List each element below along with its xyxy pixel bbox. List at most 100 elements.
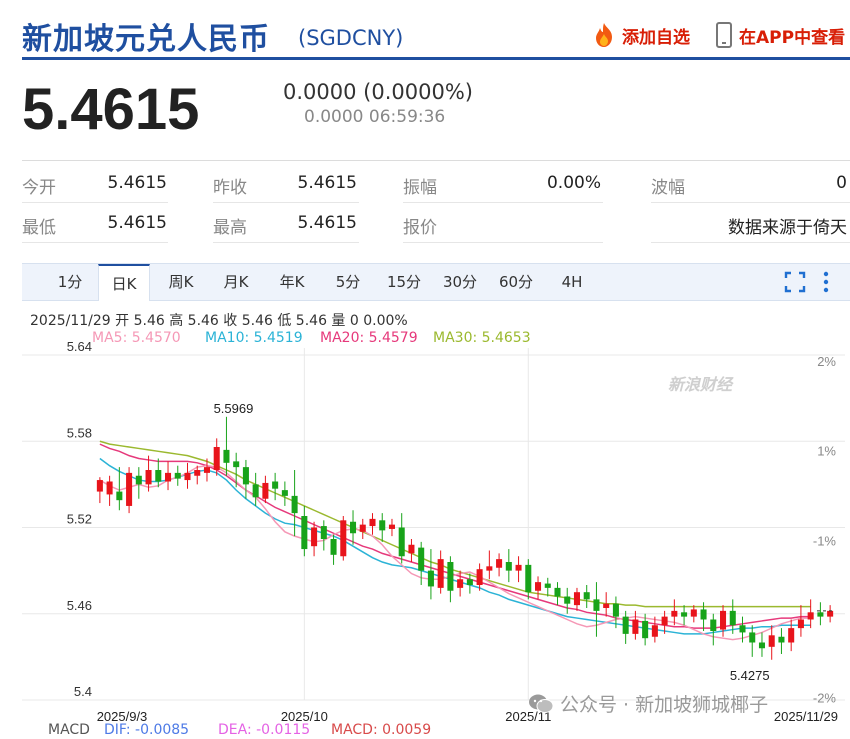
candle-body [720,610,727,630]
candle-body [135,475,142,485]
candle-body [106,481,113,495]
candle-body [398,527,405,557]
candle-body [593,599,600,611]
candle-body [174,472,181,479]
tab-15min[interactable]: 15分 [386,273,422,291]
high-annotation: 5.5969 [214,401,254,416]
tab-monthly[interactable]: 月K [223,273,249,291]
candle-body [466,579,473,585]
candle-body [768,635,775,647]
y-tick-label: 5.4 [74,684,92,699]
ma10-line [99,457,811,635]
candle-body [788,628,795,643]
candle-body [165,472,172,482]
macd-value: MACD: 0.0059 [331,722,432,738]
candle-body [301,516,308,550]
candle-body [320,526,327,539]
tab-5min[interactable]: 5分 [335,273,361,291]
y-right-tick-label: -1% [813,533,837,548]
candle-body [155,470,162,482]
tab-yearly[interactable]: 年K [279,273,305,291]
candle-body [291,495,298,514]
low-label: 最低 [22,218,56,238]
y-tick-label: 5.58 [67,425,92,440]
y-tick-label: 5.52 [67,512,92,527]
candle-body [661,616,668,626]
candle-body [418,547,425,571]
candle-body [535,582,542,591]
candle-body [496,559,503,568]
tab-60min[interactable]: 60分 [498,273,534,291]
ma10-legend: MA10: 5.4519 [205,330,303,346]
candle-body [827,610,834,617]
tab-30min[interactable]: 30分 [442,273,478,291]
candlestick-chart[interactable]: 5.64 5.58 5.52 5.46 5.4 2% 1% -1% -2% 2025/9/3 202… [0,340,850,722]
page-header: 新加坡元兑人民币 (SGDCNY) 添加自选 在APP中查看 [22,8,850,58]
candle-body [388,524,395,529]
candle-body [612,603,619,617]
symbol-code: (SGDCNY) [298,26,404,50]
candle-body [807,612,814,620]
candle-body [242,467,249,485]
open-in-app-button[interactable]: 在APP中查看 [715,22,845,48]
candle-body [252,484,259,498]
candle-body [116,491,123,501]
ma20-legend: MA20: 5.4579 [320,330,418,346]
candle-body [447,562,454,591]
fire-icon [596,23,612,47]
price-change: 0.0000 (0.0000%) [283,80,473,104]
x-tick-label: 2025/11/29 [774,709,838,722]
candle-info-line: 2025/11/29 开 5.46 高 5.46 收 5.46 低 5.46 量… [30,313,408,329]
y-right-tick-label: 2% [817,354,836,369]
candle-body [203,467,210,473]
candle-body [223,449,230,463]
candle-body [233,461,240,468]
open-label: 今开 [22,178,56,198]
low-annotation: 5.4275 [730,668,770,683]
amplitude-value: 0.00% [546,173,601,193]
current-price: 5.4615 [22,77,200,142]
quote-label: 报价 [403,218,437,238]
candle-body [476,569,483,585]
tab-weekly[interactable]: 周K [168,273,194,291]
y-right-tick-label: -2% [813,690,837,705]
candle-body [739,625,746,633]
high-value: 5.4615 [297,213,357,233]
macd-dif: DIF: -0.0085 [104,722,190,738]
tab-1min[interactable]: 1分 [57,273,83,291]
tab-daily[interactable]: 日K [98,264,150,301]
candle-body [700,609,707,620]
add-favorite-button[interactable]: 添加自选 [592,22,690,48]
more-options-icon[interactable] [822,270,830,294]
wave-value: 0 [836,173,847,193]
stats-row-divider [22,202,168,203]
x-tick-label: 2025/11 [505,709,551,722]
y-right-tick-label: 1% [817,444,836,459]
x-tick-label: 2025/10 [281,709,328,722]
period-tab-bar: 1分 日K 周K 月K 年K 5分 15分 30分 60分 4H [22,263,850,301]
wave-label: 波幅 [651,178,685,198]
stats-row-divider [403,242,603,243]
price-change-time: 0.0000 06:59:36 [304,107,446,127]
candle-body [749,632,756,643]
candle-body [603,603,610,608]
stats-row-divider [22,242,168,243]
header-divider [22,57,850,60]
watermark: 公众号 · 新加坡狮城椰子 [528,690,768,717]
candle-body [622,616,629,634]
low-value: 5.4615 [107,213,167,233]
candle-body [573,592,580,606]
candle-body [564,596,571,604]
fullscreen-icon[interactable] [784,270,806,294]
candle-body [184,472,191,481]
phone-icon [716,22,732,48]
sina-logo: 新浪财经 [668,375,734,394]
candle-body [554,587,561,597]
stats-row-divider [403,202,603,203]
stats-row-divider [651,202,850,203]
candle-body [642,620,649,639]
tab-4h[interactable]: 4H [561,273,583,291]
prev-close-label: 昨收 [213,178,247,198]
macd-label: MACD [48,722,90,738]
high-label: 最高 [213,218,247,238]
